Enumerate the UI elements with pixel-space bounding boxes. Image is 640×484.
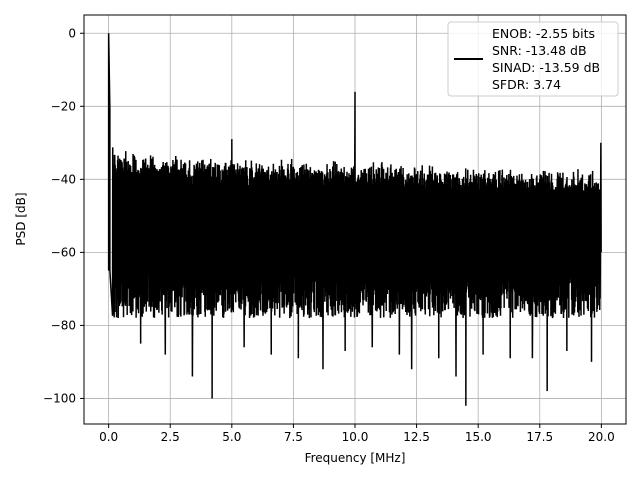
x-axis-label: Frequency [MHz] (305, 451, 406, 465)
legend-snr: SNR: -13.48 dB (492, 43, 587, 58)
legend-enob: ENOB: -2.55 bits (492, 26, 595, 41)
legend-sinad: SINAD: -13.59 dB (492, 60, 600, 75)
x-tick-label-3: 7.5 (284, 430, 303, 444)
x-tick-label-4: 10.0 (342, 430, 369, 444)
y-tick-label-4: −80 (51, 318, 76, 332)
y-tick-label-5: −100 (43, 391, 76, 405)
y-tick-label-1: −20 (51, 99, 76, 113)
legend-sfdr: SFDR: 3.74 (492, 77, 561, 92)
y-tick-label-3: −60 (51, 245, 76, 259)
x-tick-label-8: 20.0 (588, 430, 615, 444)
x-tick-label-7: 17.5 (526, 430, 553, 444)
y-tick-label-0: 0 (68, 26, 76, 40)
legend: ENOB: -2.55 bits SNR: -13.48 dB SINAD: -… (448, 22, 618, 96)
x-tick-label-2: 5.0 (222, 430, 241, 444)
x-tick-label-5: 12.5 (403, 430, 430, 444)
x-tick-label-1: 2.5 (161, 430, 180, 444)
y-axis-label: PSD [dB] (14, 192, 28, 245)
x-tick-label-6: 15.0 (465, 430, 492, 444)
x-tick-label-0: 0.0 (99, 430, 118, 444)
y-tick-label-2: −40 (51, 172, 76, 186)
